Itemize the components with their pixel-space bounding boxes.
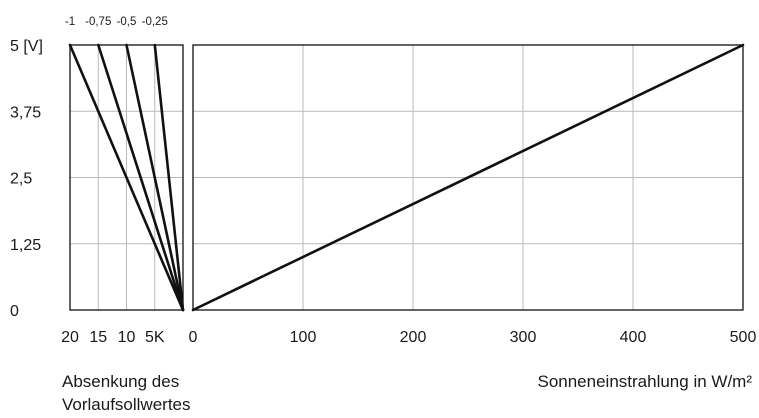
top-slope-label: -1 bbox=[65, 16, 75, 28]
right-x-tick-label: 0 bbox=[189, 329, 198, 346]
left-x-axis-title: Absenkung des bbox=[62, 372, 179, 391]
right-x-tick-label: 400 bbox=[620, 329, 647, 346]
top-slope-label: -0,25 bbox=[142, 16, 168, 28]
right-x-tick-label: 100 bbox=[290, 329, 317, 346]
left-x-axis-title: Vorlaufsollwertes bbox=[62, 395, 191, 414]
left-x-tick-label: 10 bbox=[118, 329, 136, 346]
top-slope-label: -0,75 bbox=[85, 16, 111, 28]
left-series-line-1 bbox=[97, 43, 185, 312]
y-tick-label: 2,5 bbox=[10, 171, 32, 188]
right-panel-frame bbox=[192, 44, 744, 311]
axis-labels: 5 [V] 3,75 2,5 1,25 0 20 15 10 5K 0 100 200 300 400 50… bbox=[10, 16, 756, 414]
right-series-line-0 bbox=[191, 43, 745, 312]
left-panel-series bbox=[68, 43, 185, 312]
right-x-axis-title: Sonneneinstrahlung in W/m² bbox=[537, 372, 752, 391]
y-tick-label: 5 [V] bbox=[10, 38, 43, 55]
y-tick-label: 3,75 bbox=[10, 104, 41, 121]
left-x-tick-label: 5K bbox=[145, 329, 165, 346]
y-tick-label: 0 bbox=[10, 303, 19, 320]
right-x-tick-label: 500 bbox=[730, 329, 757, 346]
left-series-line-0 bbox=[68, 43, 185, 312]
right-x-tick-label: 300 bbox=[510, 329, 537, 346]
right-x-tick-label: 200 bbox=[400, 329, 427, 346]
y-tick-label: 1,25 bbox=[10, 237, 41, 254]
top-slope-label: -0,5 bbox=[117, 16, 137, 28]
right-panel-series bbox=[191, 43, 745, 312]
left-x-tick-label: 20 bbox=[61, 329, 79, 346]
left-series-line-2 bbox=[125, 43, 185, 312]
left-x-tick-label: 15 bbox=[89, 329, 107, 346]
left-series-line-3 bbox=[153, 43, 185, 312]
